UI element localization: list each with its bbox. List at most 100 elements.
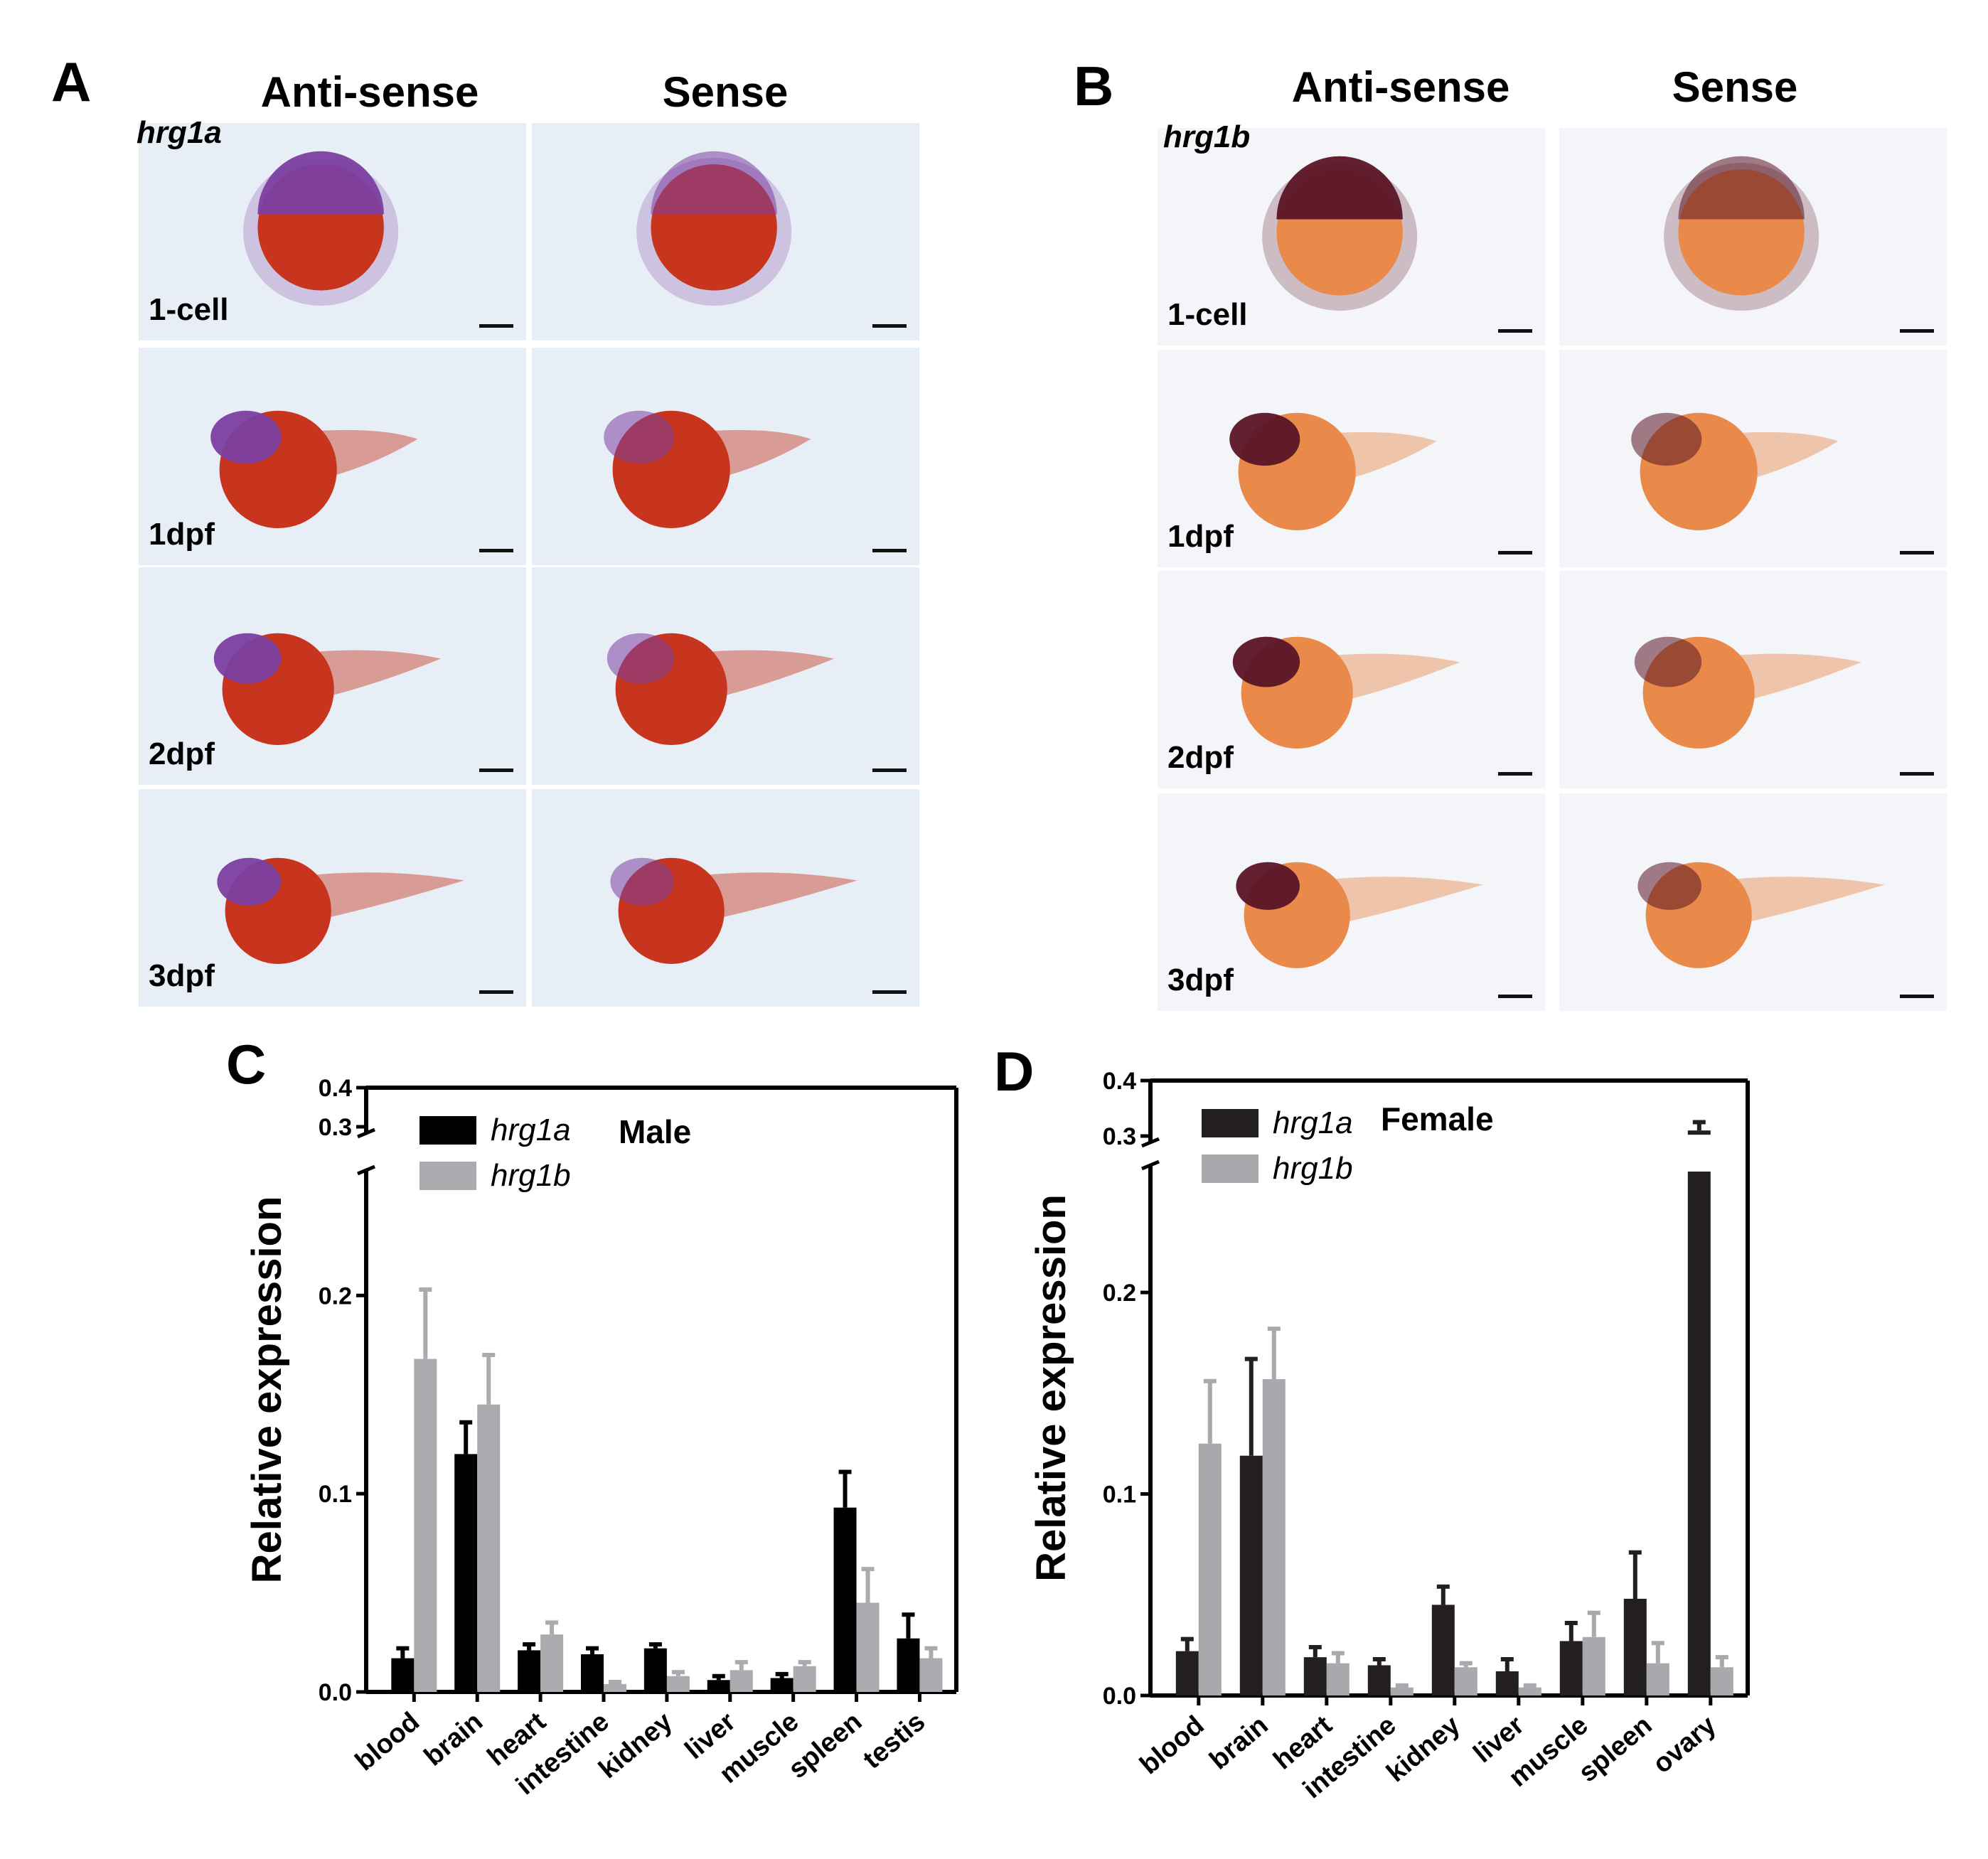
y-tick-label: 0.3 — [1103, 1123, 1136, 1150]
y-tick-label: 0.3 — [319, 1114, 352, 1141]
panel-b-antisense-image-4: 3dpf — [1158, 793, 1545, 1011]
bar-hrg1a-kidney — [1431, 1604, 1455, 1695]
panel-b-antisense-image-1: 1-cell — [1158, 128, 1545, 345]
x-tick-label-testis: testis — [857, 1707, 931, 1775]
panel-b-sense-image-3 — [1559, 571, 1947, 788]
bar-hrg1b-blood — [414, 1359, 437, 1692]
x-tick-label-ovary: ovary — [1647, 1710, 1722, 1779]
bar-hrg1a-blood — [391, 1658, 415, 1692]
bar-hrg1b-kidney — [666, 1676, 690, 1692]
x-tick-label-blood: blood — [1134, 1710, 1209, 1781]
panel-a-sense-image-4 — [532, 789, 919, 1007]
bar-hrg1b-testis — [919, 1658, 943, 1692]
scale-bar — [872, 990, 907, 994]
panel-b-sense-image-4 — [1559, 793, 1947, 1011]
panel-a-letter: A — [51, 50, 92, 113]
legend-label-hrg1b: hrg1b — [491, 1158, 571, 1193]
panel-a-antisense-image-3: 2dpf — [139, 567, 526, 785]
y-tick-label: 0.4 — [1103, 1068, 1136, 1095]
legend-label-hrg1a: hrg1a — [491, 1113, 571, 1147]
axis-break-mark — [357, 1127, 375, 1139]
axis-break-mark — [1141, 1159, 1160, 1171]
bar-hrg1a-liver — [1495, 1671, 1519, 1695]
x-tick-label-brain: brain — [1204, 1710, 1273, 1776]
panel-a-sense-image-1 — [532, 123, 919, 341]
bar-hrg1b-intestine — [604, 1683, 626, 1692]
panel-b-sense-image-1 — [1559, 128, 1947, 345]
y-tick-label: 0.0 — [319, 1679, 352, 1706]
bar-hrg1b-heart — [1326, 1663, 1350, 1695]
bar-hrg1a-spleen — [833, 1507, 857, 1692]
panel-b-gene-label: hrg1b — [1163, 119, 1251, 154]
scale-bar — [1900, 772, 1934, 776]
panel-a-antisense-image-4: 3dpf — [139, 789, 526, 1007]
scale-bar — [872, 324, 907, 328]
bar-hrg1b-spleen — [1646, 1663, 1669, 1695]
panel-b-antisense-image-2: 1dpf — [1158, 350, 1545, 567]
bar-hrg1b-ovary — [1710, 1667, 1733, 1695]
scale-bar — [1498, 551, 1532, 555]
scale-bar — [1900, 551, 1934, 555]
y-axis-label: Relative expression — [244, 1196, 290, 1584]
panel-b-antisense-image-3: 2dpf — [1158, 571, 1545, 788]
bar-hrg1a-muscle — [770, 1678, 793, 1692]
scale-bar — [1900, 329, 1934, 333]
bar-hrg1a-liver — [707, 1680, 730, 1692]
y-tick-label: 0.1 — [319, 1481, 352, 1508]
bar-hrg1a-kidney — [643, 1648, 667, 1692]
bar-hrg1a-ovary — [1687, 1172, 1711, 1695]
bar-hrg1b-kidney — [1454, 1667, 1477, 1695]
legend-label-hrg1a: hrg1a — [1273, 1105, 1353, 1140]
bar-hrg1b-heart — [540, 1634, 564, 1692]
panel-a-antisense-image-2: 1dpf — [139, 348, 526, 565]
bar-hrg1b-intestine — [1390, 1687, 1413, 1695]
bar-hrg1b-liver — [1518, 1687, 1541, 1695]
scale-bar — [479, 324, 513, 328]
y-tick-label: 0.2 — [319, 1282, 352, 1309]
bar-hrg1a-intestine — [1367, 1665, 1391, 1695]
x-tick-label-kidney: kidney — [593, 1707, 678, 1785]
scale-bar — [479, 549, 513, 552]
bar-hrg1b-spleen — [856, 1602, 880, 1692]
scale-bar — [872, 549, 907, 552]
stage-label: 2dpf — [149, 736, 215, 771]
bar-hrg1b-brain — [1262, 1378, 1286, 1695]
legend-swatch-hrg1b — [419, 1162, 476, 1190]
panel-a-antisense-header: Anti-sense — [260, 68, 479, 116]
stage-label: 3dpf — [149, 958, 215, 993]
axis-break-mark — [357, 1164, 375, 1176]
scale-bar — [1900, 995, 1934, 998]
y-axis-label: Relative expression — [1028, 1194, 1074, 1582]
y-tick-label: 0.0 — [1103, 1683, 1136, 1710]
bar-hrg1b-liver — [730, 1670, 753, 1692]
bar-hrg1a-brain — [1239, 1455, 1263, 1695]
bar-hrg1b-brain — [477, 1404, 501, 1692]
bar-hrg1b-muscle — [1582, 1636, 1605, 1695]
bar-hrg1a-heart — [1303, 1657, 1327, 1695]
panel-a-sense-header: Sense — [662, 68, 789, 116]
legend-swatch-hrg1b — [1202, 1154, 1258, 1183]
panel-a-gene-label: hrg1a — [137, 115, 222, 150]
x-tick-label-blood: blood — [350, 1707, 425, 1777]
scale-bar — [1498, 329, 1532, 333]
scale-bar — [872, 768, 907, 772]
y-tick-label: 0.1 — [1103, 1482, 1136, 1509]
chart-title: Male — [619, 1113, 691, 1150]
legend-swatch-hrg1a — [1202, 1109, 1258, 1137]
legend-swatch-hrg1a — [419, 1116, 476, 1145]
bar-hrg1a-muscle — [1559, 1641, 1583, 1695]
stage-label: 1-cell — [149, 292, 229, 327]
panel-d-letter: D — [994, 1040, 1035, 1103]
axis-break-mark — [1141, 1137, 1160, 1148]
bar-hrg1b-muscle — [793, 1666, 816, 1692]
bar-hrg1a-testis — [897, 1638, 920, 1692]
y-tick-label: 0.2 — [1103, 1280, 1136, 1307]
panel-b-sense-header: Sense — [1672, 63, 1798, 111]
x-tick-label-spleen: spleen — [1573, 1710, 1657, 1789]
scale-bar — [479, 768, 513, 772]
stage-label: 2dpf — [1167, 740, 1234, 775]
scale-bar — [479, 990, 513, 994]
x-tick-label-kidney: kidney — [1381, 1710, 1465, 1789]
panel-a-antisense-image-1: 1-cell — [139, 123, 526, 341]
